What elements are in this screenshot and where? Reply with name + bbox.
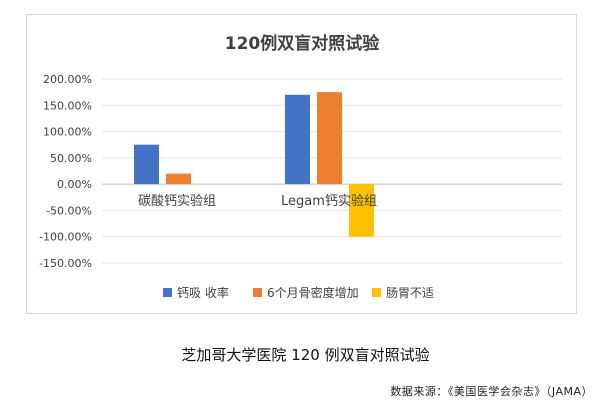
y-tick-label: -50.00% [46, 204, 92, 217]
y-tick-label: -150.00% [39, 257, 92, 270]
figure-caption: 芝加哥大学医院 120 例双盲对照试验 [181, 346, 430, 364]
bar [317, 92, 342, 185]
y-tick-label: 50.00% [50, 152, 92, 165]
category-labels: 碳酸钙实验组 Legam钙实验组 [138, 193, 377, 209]
y-tick-label: 100.00% [43, 126, 92, 139]
bar [134, 144, 159, 185]
legend: 钙吸 收率 6个月骨密度增加 肠胃不适 [163, 285, 434, 300]
y-axis-ticks: 200.00% 150.00% 100.00% 50.00% 0.00% -50.00% -… [39, 73, 92, 270]
source-note: 数据来源：《美国医学会杂志》（JAMA） [390, 385, 593, 398]
legend-label: 肠胃不适 [386, 286, 434, 300]
bar [349, 184, 374, 237]
bar-chart: 120例双盲对照试验 200.00% 150.00% 100.00% 50.00% 0.… [39, 33, 562, 300]
category-label: Legam钙实验组 [281, 193, 377, 209]
y-tick-label: -100.00% [39, 231, 92, 244]
legend-label: 钙吸 收率 [177, 285, 229, 300]
bars [134, 92, 374, 237]
y-tick-label: 200.00% [43, 73, 92, 86]
bar [166, 173, 191, 185]
bar [285, 94, 310, 185]
legend-swatch [163, 288, 172, 297]
legend-label: 6个月骨密度增加 [267, 285, 359, 300]
chart-frame: 120例双盲对照试验 200.00% 150.00% 100.00% 50.00% 0.… [26, 14, 577, 314]
y-tick-label: 150.00% [43, 99, 92, 112]
y-tick-label: 0.00% [57, 178, 92, 191]
legend-swatch [253, 288, 262, 297]
chart-title: 120例双盲对照试验 [225, 33, 380, 54]
legend-swatch [372, 288, 381, 297]
category-label: 碳酸钙实验组 [138, 193, 216, 209]
